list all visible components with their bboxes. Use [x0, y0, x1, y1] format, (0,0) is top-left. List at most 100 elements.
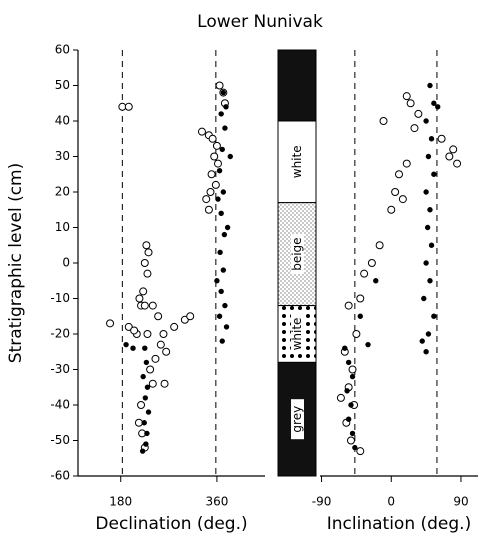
lithology-label: white: [290, 145, 304, 178]
open-point: [356, 447, 365, 456]
filled-point: [435, 104, 441, 110]
filled-point: [365, 341, 371, 348]
y-tick-label: 20: [55, 185, 70, 199]
open-point: [453, 159, 462, 168]
y-tick-label: 50: [55, 78, 70, 92]
filled-point: [431, 100, 437, 106]
filled-point: [428, 242, 435, 248]
y-tick-label: -50: [50, 433, 70, 447]
filled-point: [428, 136, 435, 142]
open-point: [375, 241, 384, 250]
y-tick-label: 40: [55, 114, 70, 128]
open-point: [124, 102, 133, 111]
open-point: [449, 145, 458, 154]
x-axis-label: Declination (deg.): [95, 514, 247, 534]
open-point: [344, 301, 353, 310]
filled-point: [220, 267, 227, 273]
open-point: [210, 152, 219, 161]
filled-point: [345, 416, 352, 422]
filled-point: [427, 278, 433, 284]
y-tick-label: 60: [55, 43, 70, 57]
filled-point: [419, 338, 425, 344]
x-tick-label: -90: [312, 495, 332, 509]
filled-point: [427, 82, 433, 89]
lithology-label: grey: [290, 406, 304, 433]
open-point: [160, 379, 169, 388]
open-point: [156, 340, 165, 349]
filled-point: [140, 373, 146, 380]
open-point: [387, 205, 396, 214]
filled-point: [431, 171, 437, 177]
open-point: [414, 109, 423, 118]
x-axis-label: Inclination (deg.): [327, 514, 471, 534]
open-point: [130, 326, 139, 335]
filled-point: [423, 260, 429, 266]
x-tick-label: 0: [387, 495, 395, 509]
y-tick-label: 10: [55, 220, 70, 234]
filled-point: [218, 288, 224, 295]
open-point: [143, 269, 152, 278]
filled-point: [217, 249, 223, 256]
open-point: [410, 124, 419, 133]
x-tick-label: 360: [205, 495, 228, 509]
lithology-label: beige: [290, 237, 304, 270]
filled-point: [141, 420, 147, 426]
filled-point: [214, 278, 220, 284]
filled-point: [423, 189, 429, 195]
filled-point: [344, 388, 350, 394]
filled-point: [373, 278, 379, 284]
filled-point: [123, 341, 129, 348]
filled-point: [349, 373, 356, 380]
open-point: [336, 393, 345, 402]
filled-point: [144, 430, 150, 437]
open-point: [211, 180, 220, 189]
filled-point: [143, 359, 150, 366]
open-point: [143, 330, 152, 338]
filled-point: [218, 111, 224, 117]
open-point: [402, 92, 411, 101]
filled-point: [425, 331, 432, 337]
filled-point: [227, 153, 233, 160]
open-point: [197, 127, 206, 136]
filled-point: [349, 430, 356, 437]
filled-point: [130, 345, 136, 351]
filled-point: [345, 359, 352, 366]
filled-point: [423, 349, 429, 355]
filled-point: [342, 345, 348, 351]
open-point: [207, 170, 216, 179]
open-point: [445, 152, 454, 161]
lithology-label-bg: [291, 314, 304, 354]
open-point: [367, 259, 376, 267]
open-point: [148, 379, 157, 388]
open-point: [134, 418, 143, 427]
filled-point: [215, 196, 221, 202]
open-point: [140, 259, 149, 267]
x-tick-label: 90: [453, 495, 468, 509]
filled-point: [222, 125, 228, 131]
open-point: [348, 365, 357, 374]
open-point: [346, 436, 355, 445]
filled-point: [144, 384, 151, 390]
x-tick-label: 180: [109, 495, 132, 509]
open-point: [202, 195, 211, 204]
open-point: [106, 319, 115, 328]
filled-point: [218, 210, 224, 217]
filled-point: [219, 146, 225, 153]
filled-point: [221, 231, 228, 238]
filled-point: [352, 444, 358, 451]
open-point: [213, 159, 222, 168]
filled-point: [142, 395, 149, 401]
y-axis-label: Stratigraphic level (cm): [6, 163, 26, 364]
filled-point: [220, 189, 227, 195]
open-point: [352, 330, 361, 338]
y-tick-label: -10: [50, 291, 70, 305]
open-point: [379, 117, 388, 125]
lithology-unit: [277, 49, 317, 122]
filled-point: [219, 338, 225, 344]
open-point: [186, 312, 195, 321]
filled-point: [143, 441, 149, 447]
title: Lower Nunivak: [197, 12, 323, 32]
open-point: [437, 134, 446, 143]
filled-point: [423, 118, 429, 124]
